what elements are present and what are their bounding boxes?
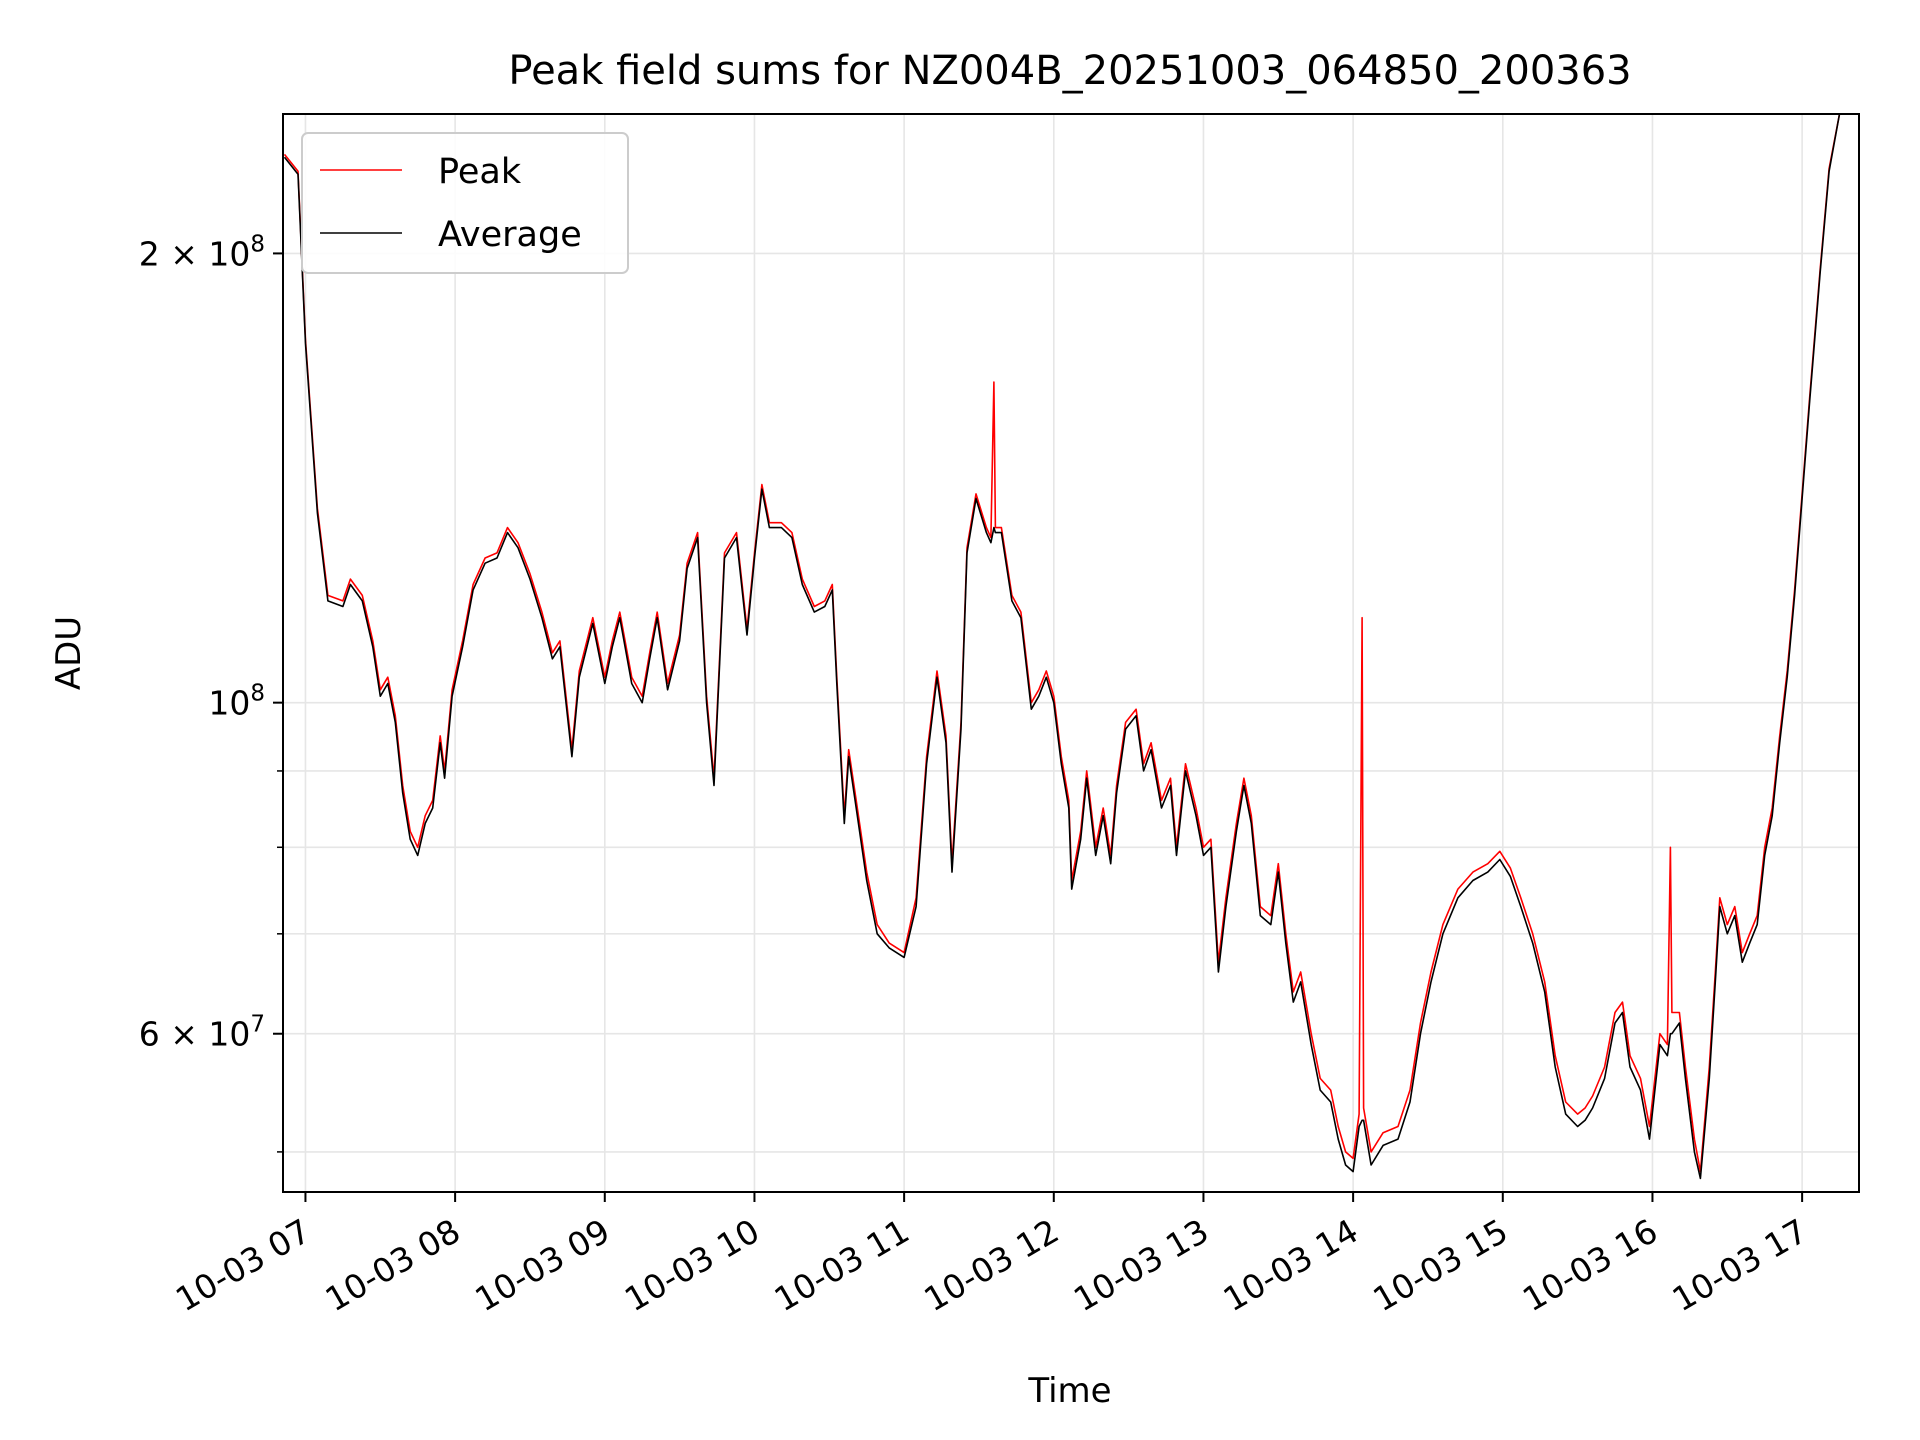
legend-frame [301,132,629,274]
y-tick-label: 6 × 107 [139,1012,265,1054]
legend-label-peak: Peak [438,152,522,192]
y-tick-exponent: 8 [250,681,265,707]
y-tick-label: 108 [208,681,265,723]
legend-label-average: Average [438,215,582,255]
legend: Peak Average [301,132,629,274]
y-tick-exponent: 7 [250,1012,265,1038]
y-tick-label: 2 × 108 [139,231,265,273]
series-layer [283,114,1841,1180]
chart-title: Peak field sums for NZ004B_20251003_0648… [508,48,1631,94]
y-tick-mantissa: 6 [139,1015,160,1054]
series-line-average [283,114,1841,1180]
y-axis: 6 × 107 108 2 × 108 [139,231,283,1153]
y-tick-mantissa: 2 [139,234,160,273]
y-tick-exponent: 8 [250,231,265,257]
y-axis-label: ADU [49,616,89,690]
x-axis-label: Time [1027,1371,1111,1411]
plot-frame [282,113,1860,1193]
